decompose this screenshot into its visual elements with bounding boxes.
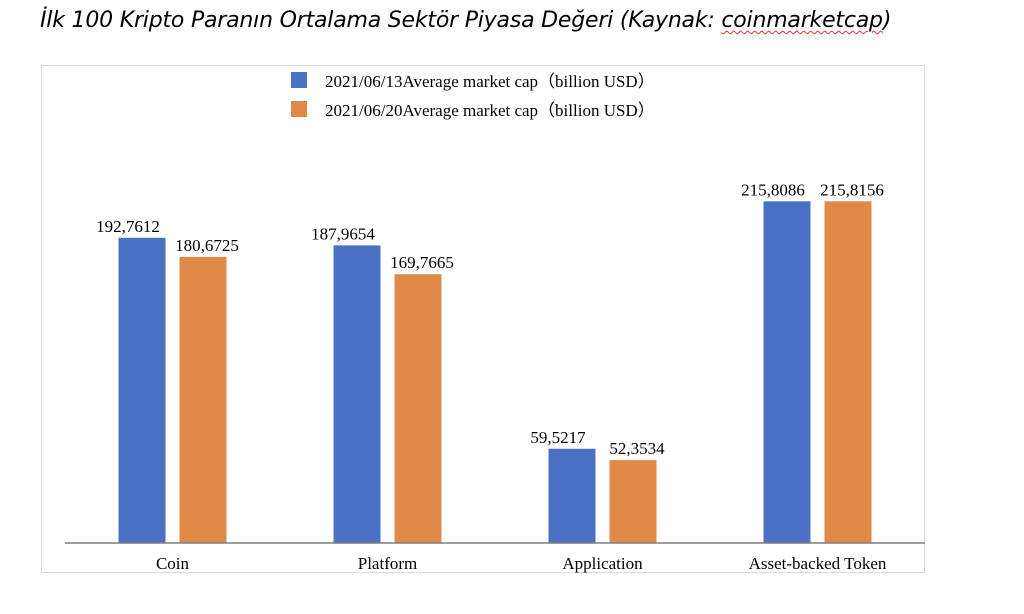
bar-1-coin (118, 237, 166, 543)
bar-2-application (609, 460, 657, 543)
legend-swatch-1 (291, 72, 307, 88)
legend-swatch-2 (291, 101, 307, 117)
legend-label-1: 2021/06/13Average market cap（billion USD… (325, 72, 655, 91)
data-label: 192,7612 (96, 217, 160, 236)
chart-title-prefix: İlk 100 Kripto Paranın Ortalama Sektör P… (40, 8, 722, 33)
legend-label-2: 2021/06/20Average market cap（billion USD… (325, 101, 655, 120)
data-label: 169,7665 (390, 253, 454, 272)
chart-title-source: coinmarketcap (721, 8, 883, 33)
data-label: 52,3534 (609, 439, 665, 458)
data-label: 215,8086 (741, 180, 805, 199)
chart-title-suffix: ) (882, 8, 892, 33)
data-label: 215,8156 (820, 180, 884, 199)
category-label: Platform (358, 554, 418, 573)
bar-1-platform (333, 245, 381, 543)
category-label: Coin (156, 554, 190, 573)
bar-2-platform (394, 274, 442, 543)
bar-1-application (548, 448, 596, 543)
category-label: Asset-backed Token (749, 554, 887, 573)
chart-frame (41, 65, 925, 573)
data-label: 59,5217 (530, 428, 586, 447)
bar-1-asset-backed-token (763, 201, 811, 544)
data-label: 180,6725 (175, 236, 239, 255)
bar-2-asset-backed-token (824, 201, 872, 543)
category-label: Application (562, 554, 643, 573)
bar-2-coin (179, 256, 227, 543)
data-label: 187,9654 (311, 224, 375, 243)
chart-title: İlk 100 Kripto Paranın Ortalama Sektör P… (40, 8, 891, 33)
